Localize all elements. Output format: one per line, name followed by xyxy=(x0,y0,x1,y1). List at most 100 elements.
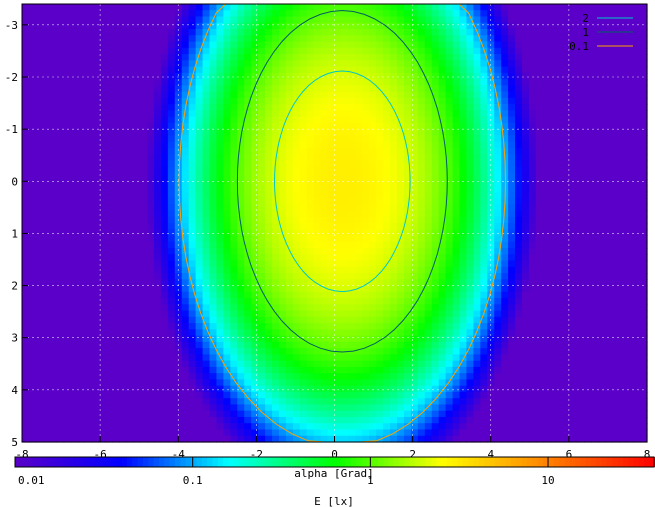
heatmap-cell xyxy=(591,285,599,293)
heatmap-cell xyxy=(181,41,190,49)
heatmap-cell xyxy=(452,122,461,130)
heatmap-cell xyxy=(167,10,176,18)
heatmap-cell xyxy=(28,22,37,30)
heatmap-cell xyxy=(63,116,72,124)
heatmap-cell xyxy=(577,60,586,68)
heatmap-cell xyxy=(22,241,30,249)
heatmap-cell xyxy=(272,122,280,130)
heatmap-cell xyxy=(334,304,343,312)
heatmap-cell xyxy=(417,210,426,218)
heatmap-cell xyxy=(327,254,336,262)
heatmap-cell xyxy=(570,291,579,299)
heatmap-cell xyxy=(209,54,218,61)
heatmap-cell xyxy=(348,166,356,174)
heatmap-cell xyxy=(383,97,391,105)
heatmap-cell xyxy=(535,129,544,136)
heatmap-cell xyxy=(334,10,343,18)
heatmap-cell xyxy=(487,185,495,193)
heatmap-cell xyxy=(285,4,294,11)
heatmap-cell xyxy=(244,191,252,199)
heatmap-cell xyxy=(494,154,502,162)
heatmap-cell xyxy=(383,35,391,43)
heatmap-cell xyxy=(313,291,322,299)
heatmap-cell xyxy=(452,141,461,149)
heatmap-cell xyxy=(383,172,391,180)
heatmap-cell xyxy=(216,329,224,337)
heatmap-cell xyxy=(417,260,426,268)
heatmap-cell xyxy=(584,291,593,299)
heatmap-cell xyxy=(376,66,384,74)
heatmap-cell xyxy=(466,135,474,143)
heatmap-cell xyxy=(209,97,218,105)
heatmap-cell xyxy=(278,85,287,93)
heatmap-cell xyxy=(313,216,322,224)
heatmap-cell xyxy=(313,141,322,149)
heatmap-cell xyxy=(49,266,58,274)
heatmap-cell xyxy=(397,298,405,305)
heatmap-cell xyxy=(542,4,551,11)
heatmap-cell xyxy=(626,216,634,224)
heatmap-cell xyxy=(251,110,259,118)
heatmap-cell xyxy=(445,341,454,349)
heatmap-cell xyxy=(327,16,336,24)
heatmap-cell xyxy=(265,260,273,268)
heatmap-cell xyxy=(438,241,447,249)
heatmap-cell xyxy=(77,110,86,118)
heatmap-cell xyxy=(494,235,502,243)
heatmap-cell xyxy=(251,29,259,36)
heatmap-cell xyxy=(202,310,211,318)
heatmap-cell xyxy=(299,110,308,118)
heatmap-cell xyxy=(612,266,620,274)
heatmap-cell xyxy=(98,304,106,312)
heatmap-cell xyxy=(91,60,99,68)
heatmap-cell xyxy=(272,97,280,105)
heatmap-cell xyxy=(466,104,474,111)
heatmap-cell xyxy=(230,160,238,168)
heatmap-cell xyxy=(63,66,72,74)
heatmap-cell xyxy=(174,47,183,55)
heatmap-cell xyxy=(508,172,516,180)
heatmap-cell xyxy=(452,41,461,49)
heatmap-cell xyxy=(285,310,294,318)
heatmap-cell xyxy=(202,10,211,18)
heatmap-cell xyxy=(362,35,370,43)
heatmap-cell xyxy=(98,323,106,330)
heatmap-cell xyxy=(126,122,134,130)
heatmap-cell xyxy=(299,85,308,93)
heatmap-cell xyxy=(63,254,72,262)
heatmap-cell xyxy=(181,204,190,212)
heatmap-cell xyxy=(431,47,440,55)
heatmap-cell xyxy=(494,204,502,212)
heatmap-cell xyxy=(487,329,495,337)
heatmap-cell xyxy=(133,141,141,149)
heatmap-cell xyxy=(556,172,565,180)
heatmap-cell xyxy=(91,298,99,305)
heatmap-cell xyxy=(390,54,398,61)
heatmap-cell xyxy=(633,304,641,312)
heatmap-cell xyxy=(160,298,169,305)
heatmap-cell xyxy=(598,79,606,86)
heatmap-cell xyxy=(522,135,530,143)
heatmap-cell xyxy=(299,323,308,330)
heatmap-cell xyxy=(285,66,294,74)
heatmap-cell xyxy=(22,91,30,99)
heatmap-cell xyxy=(237,72,245,80)
heatmap-cell xyxy=(473,172,481,180)
heatmap-cell xyxy=(410,279,419,287)
heatmap-cell xyxy=(584,285,593,293)
heatmap-cell xyxy=(549,47,558,55)
heatmap-cell xyxy=(508,147,516,155)
heatmap-cell xyxy=(355,323,363,330)
heatmap-cell xyxy=(28,197,37,205)
heatmap-cell xyxy=(258,135,266,143)
heatmap-cell xyxy=(591,141,599,149)
heatmap-cell xyxy=(153,266,162,274)
heatmap-cell xyxy=(598,60,606,68)
heatmap-cell xyxy=(403,54,412,61)
heatmap-cell xyxy=(431,260,440,268)
heatmap-cell xyxy=(445,197,454,205)
heatmap-cell xyxy=(327,260,336,268)
heatmap-cell xyxy=(84,223,93,230)
heatmap-cell xyxy=(612,191,620,199)
heatmap-cell xyxy=(251,147,259,155)
